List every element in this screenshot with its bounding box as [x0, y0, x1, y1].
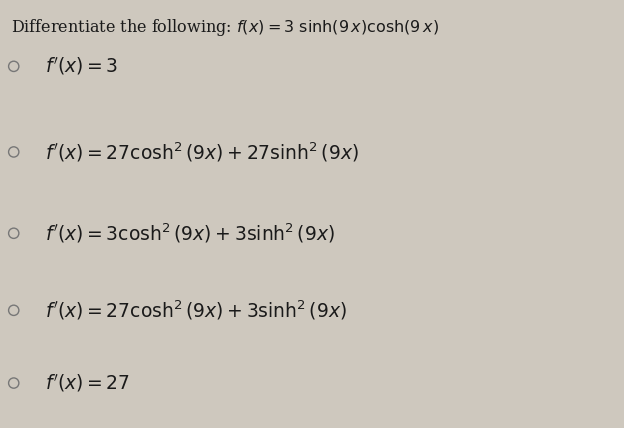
Text: $f'(x) = 27$: $f'(x) = 27$	[45, 372, 130, 394]
Text: $f'(x) = 27\cosh^2(9x) + 27\sinh^2(9x)$: $f'(x) = 27\cosh^2(9x) + 27\sinh^2(9x)$	[45, 140, 359, 163]
Text: $f'(x) = 27\cosh^2(9x) + 3\sinh^2(9x)$: $f'(x) = 27\cosh^2(9x) + 3\sinh^2(9x)$	[45, 299, 347, 322]
Text: $f'(x) = 3\cosh^2(9x) + 3\sinh^2(9x)$: $f'(x) = 3\cosh^2(9x) + 3\sinh^2(9x)$	[45, 222, 335, 245]
Text: Differentiate the following: $f(x) = 3\ \sinh(9\,x)\cosh(9\,x)$: Differentiate the following: $f(x) = 3\ …	[11, 17, 439, 38]
Text: $f'(x) = 3$: $f'(x) = 3$	[45, 55, 119, 77]
